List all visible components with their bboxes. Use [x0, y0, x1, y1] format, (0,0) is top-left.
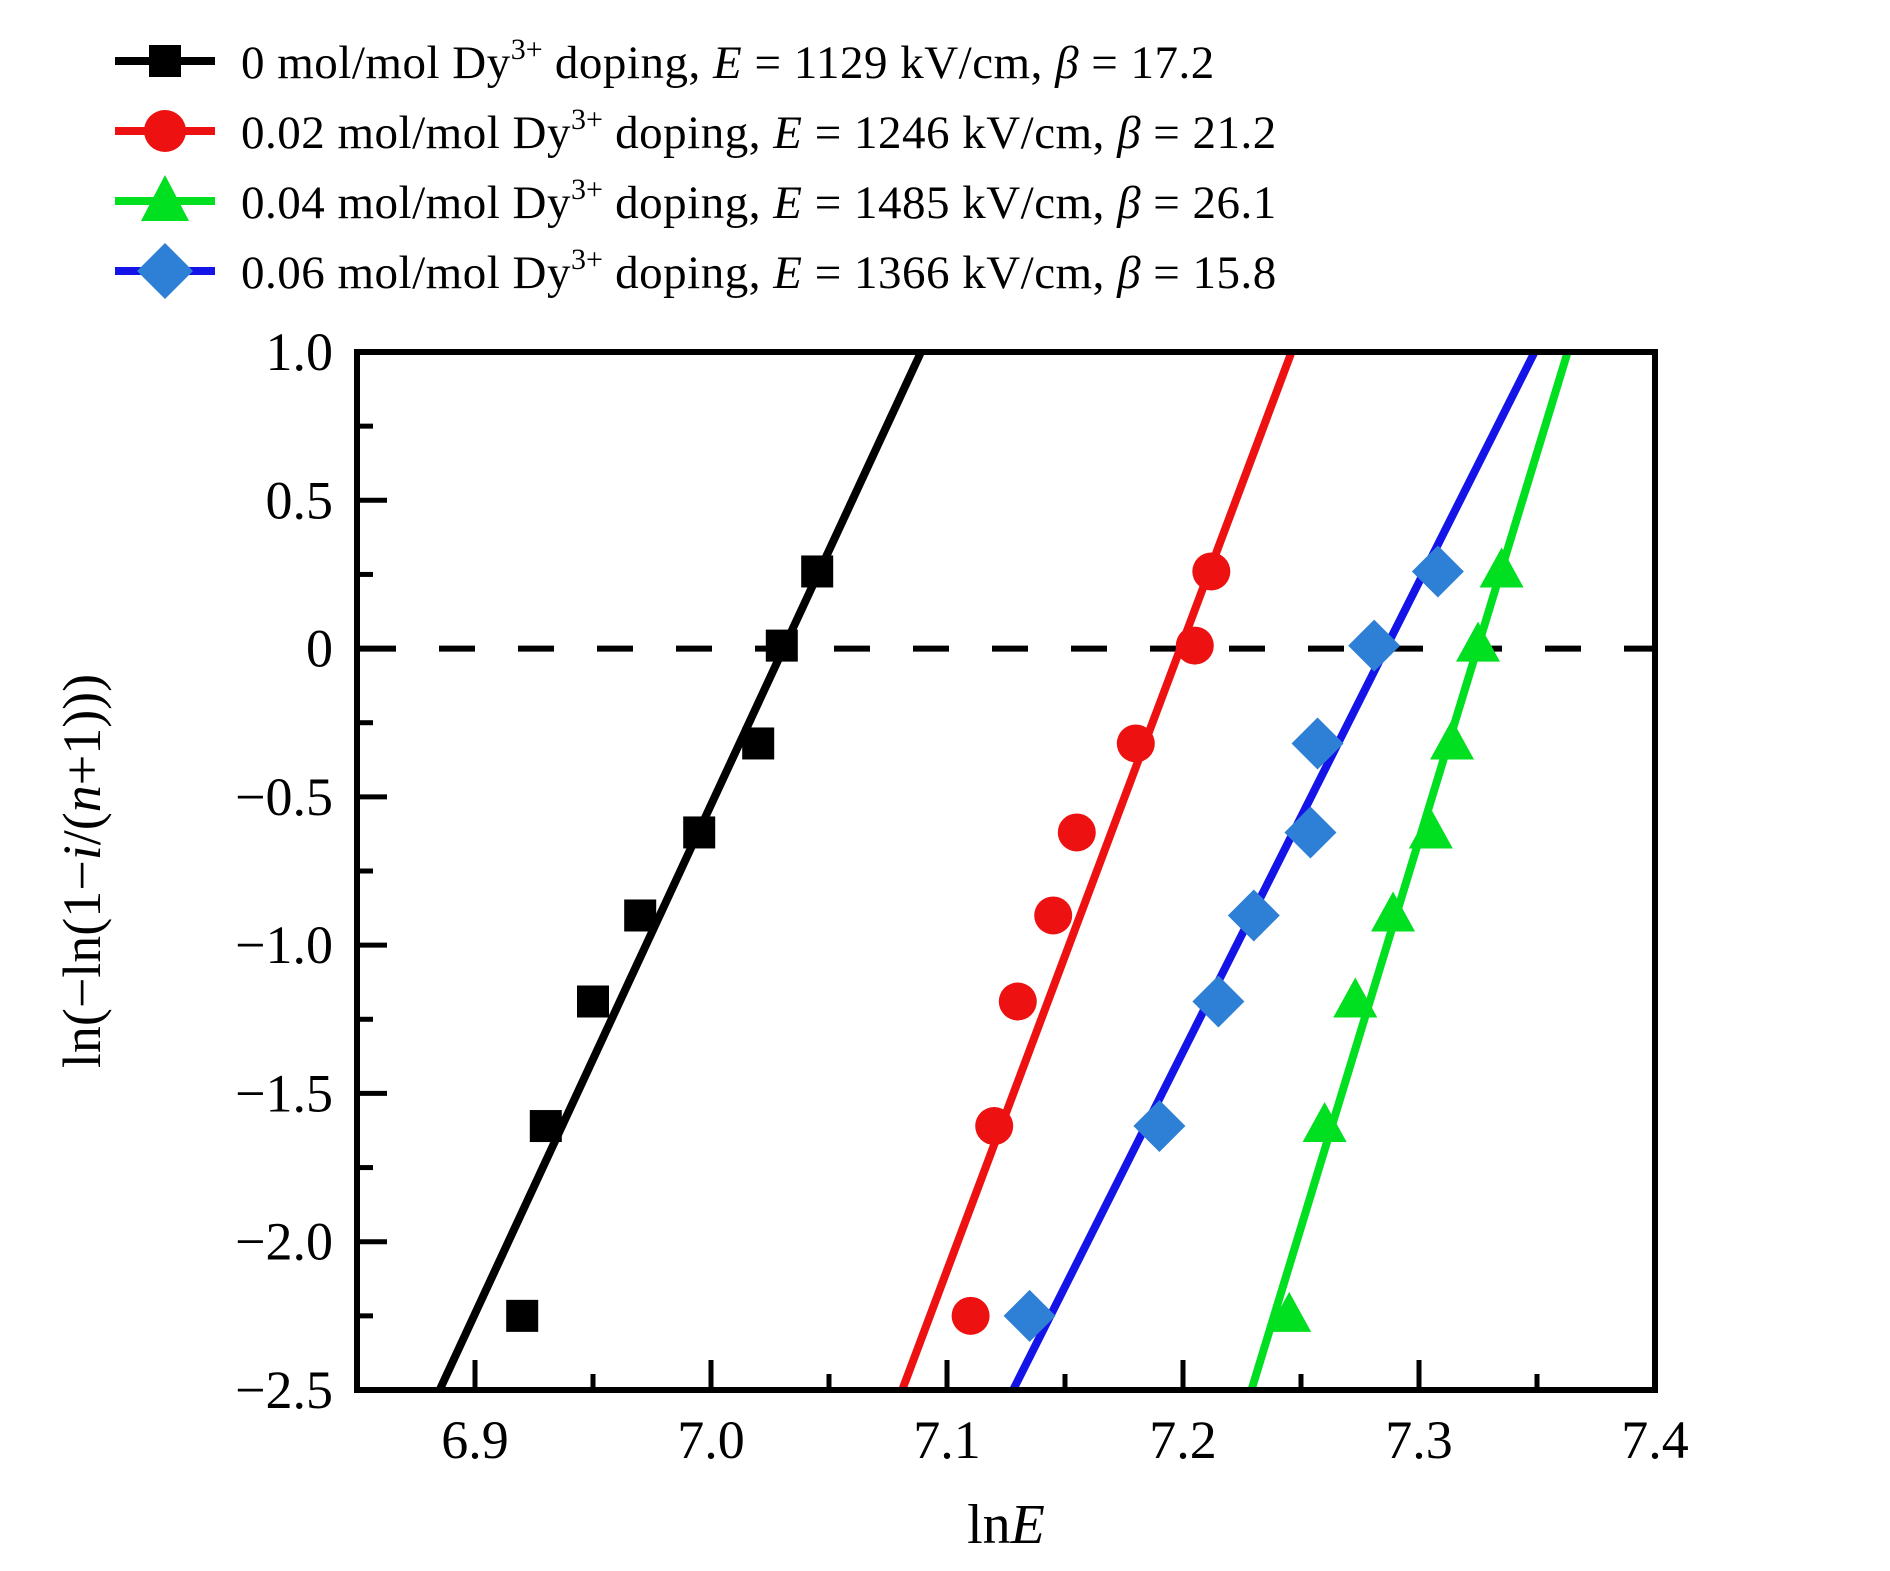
y-tick-label: 1.0 [266, 322, 334, 382]
x-tick-label: 7.1 [913, 1410, 981, 1470]
data-point-triangle [1371, 891, 1416, 932]
fit-line-series-2 [1247, 350, 1572, 1392]
data-point-circle [951, 1296, 990, 1335]
data-point-diamond [1133, 1100, 1186, 1153]
data-point-square [683, 816, 716, 849]
y-axis-label: ln(−ln(1−i/(n+1))) [52, 674, 112, 1068]
data-point-square [506, 1299, 539, 1332]
data-point-circle [1192, 552, 1231, 591]
data-point-triangle [1456, 621, 1500, 662]
data-point-diamond [1003, 1289, 1056, 1342]
data-point-diamond [1227, 889, 1280, 942]
y-tick-label: −1.0 [235, 915, 333, 975]
y-tick-label: 0 [306, 619, 333, 679]
y-tick-label: −1.5 [235, 1063, 333, 1123]
data-point-square [742, 727, 775, 760]
data-point-circle [1057, 813, 1096, 852]
data-point-square [529, 1110, 562, 1143]
x-tick-label: 7.0 [677, 1410, 745, 1470]
data-point-circle [998, 982, 1037, 1021]
data-point-square [765, 629, 798, 662]
x-tick-label: 7.2 [1149, 1410, 1217, 1470]
legend-item: 0.02 mol/mol Dy3+ doping, E = 1246 kV/cm… [113, 93, 1277, 169]
data-point-square [801, 555, 834, 588]
data-point-triangle [1302, 1102, 1347, 1143]
legend-triangle-icon [115, 175, 215, 221]
data-point-diamond [1192, 975, 1245, 1028]
fit-line-series-1 [898, 350, 1296, 1392]
y-tick-label: −2.5 [235, 1360, 333, 1420]
data-point-triangle [1430, 719, 1475, 760]
x-tick-label: 7.4 [1621, 1410, 1689, 1470]
legend-item: 0.04 mol/mol Dy3+ doping, E = 1485 kV/cm… [113, 163, 1277, 239]
data-point-circle [1175, 626, 1214, 665]
legend-item-label: 0 mol/mol Dy3+ doping, E = 1129 kV/cm, β… [241, 32, 1215, 89]
data-point-diamond [1411, 545, 1464, 598]
data-point-circle [975, 1107, 1014, 1146]
legend-diamond-icon [115, 243, 215, 299]
data-point-square [577, 985, 609, 1018]
data-point-triangle [1479, 547, 1524, 588]
legend-square-icon [115, 45, 215, 77]
legend-item: 0.06 mol/mol Dy3+ doping, E = 1366 kV/cm… [113, 233, 1277, 309]
x-tick-label: 7.3 [1385, 1410, 1453, 1470]
legend-item-label: 0.02 mol/mol Dy3+ doping, E = 1246 kV/cm… [241, 102, 1277, 159]
legend-item-label: 0.06 mol/mol Dy3+ doping, E = 1366 kV/cm… [241, 242, 1277, 299]
legend-item: 0 mol/mol Dy3+ doping, E = 1129 kV/cm, β… [113, 23, 1215, 99]
data-point-triangle [1267, 1291, 1312, 1332]
data-point-diamond [1348, 619, 1401, 672]
fit-line-series-3 [1009, 350, 1539, 1392]
legend-item-label: 0.04 mol/mol Dy3+ doping, E = 1485 kV/cm… [241, 172, 1277, 229]
data-point-triangle [1333, 977, 1378, 1018]
data-point-triangle [1408, 808, 1453, 849]
data-point-square [624, 899, 657, 932]
fit-line-series-0 [435, 350, 925, 1392]
legend-circle-icon [115, 110, 215, 152]
y-tick-label: −2.0 [235, 1212, 333, 1272]
y-tick-label: 0.5 [266, 470, 334, 530]
data-point-circle [1034, 896, 1073, 935]
x-tick-label: 6.9 [441, 1410, 509, 1470]
y-tick-label: −0.5 [235, 767, 333, 827]
data-point-circle [1116, 724, 1155, 763]
x-axis-label: lnE [967, 1494, 1045, 1556]
data-point-diamond [1291, 717, 1344, 770]
data-point-diamond [1284, 806, 1337, 859]
